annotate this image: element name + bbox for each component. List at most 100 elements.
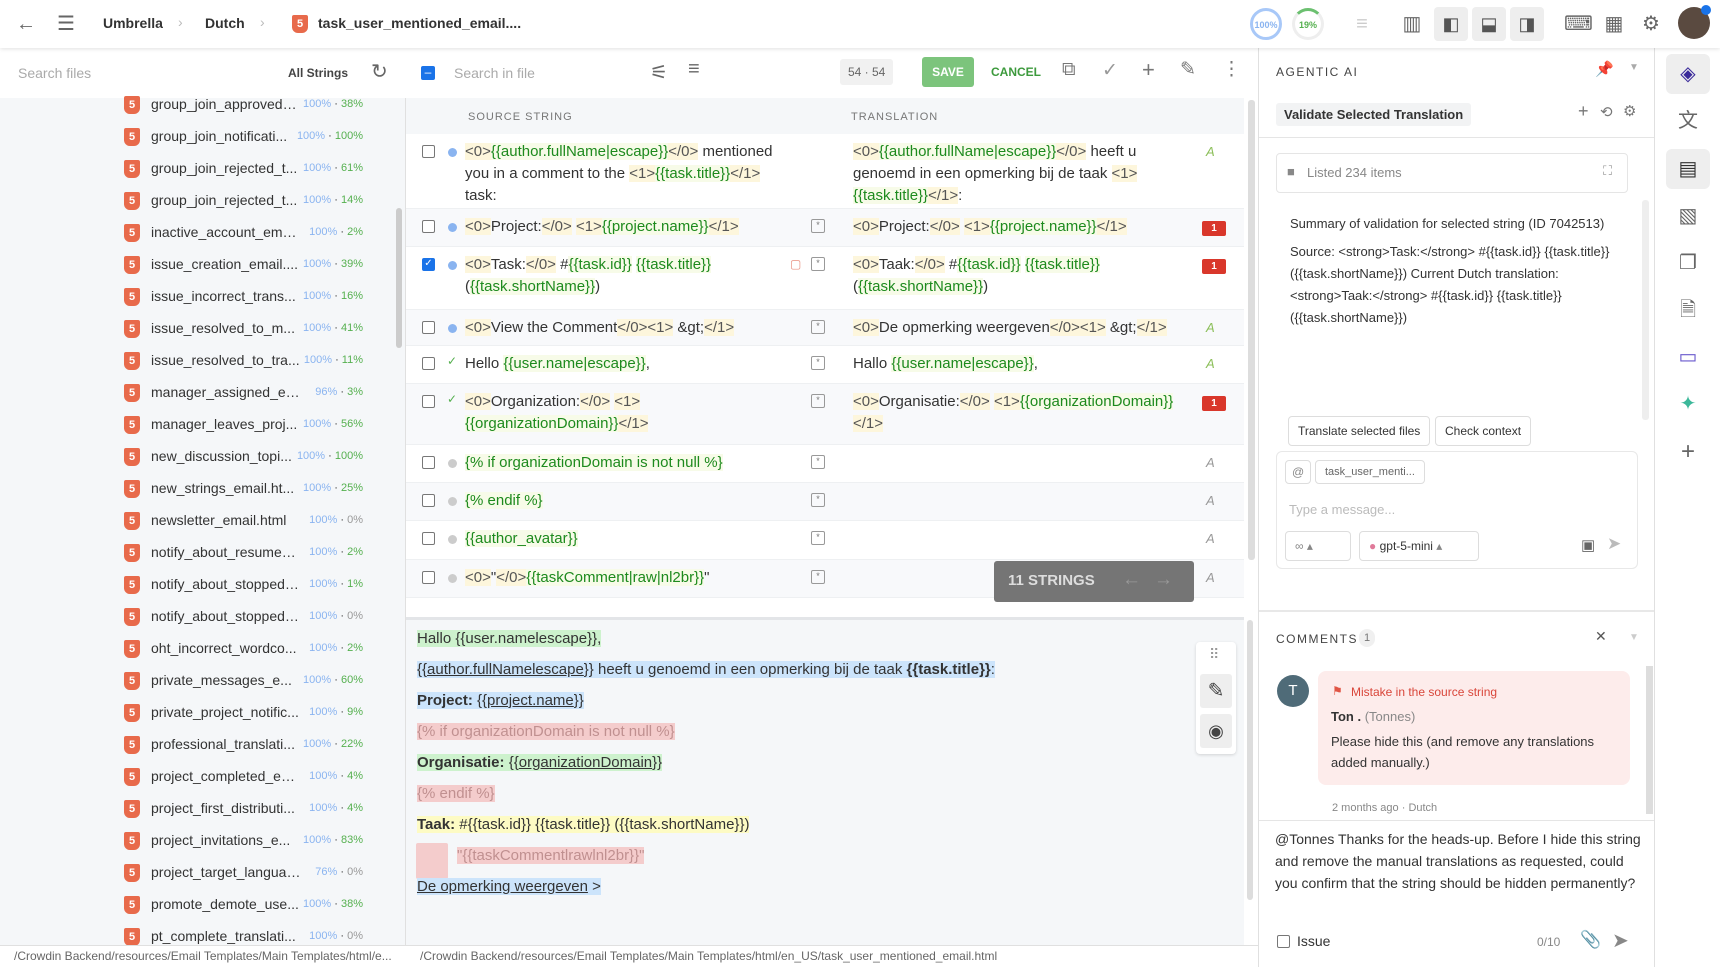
file-item[interactable]: 5 private_project_notific... 100% · 9%: [0, 698, 395, 730]
preview-line[interactable]: Taak: #{{task.id}} {{task.title}} ({{tas…: [416, 814, 750, 835]
source-string[interactable]: <0>Task:</0> #{{task.id}} {{task.title}}…: [465, 254, 780, 298]
session-title[interactable]: Validate Selected Translation: [1276, 103, 1472, 126]
row-checkbox[interactable]: [422, 220, 435, 233]
file-item[interactable]: 5 project_invitations_e... 100% · 83%: [0, 826, 395, 858]
preview-line[interactable]: {{author.fullNamelescape}} heeft u genoe…: [416, 659, 996, 680]
translation-string[interactable]: Hallo {{user.name|escape}},: [853, 353, 1183, 375]
comment-input[interactable]: @Tonnes Thanks for the heads-up. Before …: [1275, 831, 1641, 891]
file-item[interactable]: 5 new_discussion_topi... 100% · 100%: [0, 442, 395, 474]
breadcrumb-language[interactable]: Dutch: [205, 15, 245, 31]
scrollbar[interactable]: [1247, 620, 1253, 900]
translated-progress[interactable]: 100%: [1250, 8, 1282, 40]
source-string[interactable]: {{author_avatar}}: [465, 528, 780, 550]
edit-list-icon[interactable]: ≡: [1356, 13, 1368, 35]
translate-icon[interactable]: 文: [1678, 110, 1698, 132]
preview-line[interactable]: Project: {{project.name}}: [416, 690, 585, 711]
gear-icon[interactable]: ⚙: [1623, 103, 1637, 120]
attached-file-chip[interactable]: task_user_menti...: [1315, 460, 1425, 484]
source-string[interactable]: Hello {{user.name|escape}},: [465, 353, 780, 375]
edit-mode-icon[interactable]: ✎: [1200, 674, 1232, 708]
spellcheck-icon[interactable]: A: [1206, 356, 1215, 371]
source-string[interactable]: <0>"</0>{{taskComment|raw|nl2br}}": [465, 567, 780, 589]
scrollbar[interactable]: [1646, 666, 1653, 814]
context-icon[interactable]: *: [811, 320, 825, 334]
history-icon[interactable]: ⟲: [1600, 104, 1613, 121]
file-item[interactable]: 5 manager_assigned_em... 96% · 3%: [0, 378, 395, 410]
scrollbar[interactable]: [396, 208, 402, 348]
preview-line[interactable]: Organisatie: {{organizationDomain}}: [416, 752, 663, 773]
unpin-icon[interactable]: ✕: [1595, 628, 1607, 644]
file-item[interactable]: 5 oht_incorrect_wordco... 100% · 2%: [0, 634, 395, 666]
context-icon[interactable]: *: [811, 531, 825, 545]
file-item[interactable]: 5 professional_translati... 100% · 22%: [0, 730, 395, 762]
model-selector[interactable]: ● gpt-5-mini ▴: [1359, 531, 1479, 561]
row-checkbox[interactable]: [422, 395, 435, 408]
spellcheck-icon[interactable]: A: [1206, 320, 1215, 335]
preview-line[interactable]: "{{taskCommentlrawlnl2br}}": [416, 843, 645, 879]
string-row[interactable]: <0>Project:</0> <1>{{project.name}}</1> …: [406, 209, 1244, 247]
chevron-down-icon[interactable]: ▼: [1629, 62, 1639, 73]
next-arrow-icon[interactable]: →: [1154, 569, 1173, 590]
file-item[interactable]: 5 project_completed_em... 100% · 4%: [0, 762, 395, 794]
file-item[interactable]: 5 issue_resolved_to_m... 100% · 41%: [0, 314, 395, 346]
approved-progress[interactable]: 19%: [1292, 8, 1324, 40]
source-string[interactable]: <0>{{author.fullName|escape}}</0> mentio…: [465, 141, 780, 207]
file-item[interactable]: 5 notify_about_stopped_... 100% · 1%: [0, 570, 395, 602]
source-string[interactable]: {% if organizationDomain is not null %}: [465, 452, 780, 474]
comment-icon[interactable]: ▢: [790, 257, 802, 271]
breadcrumb-project[interactable]: Umbrella: [103, 15, 163, 31]
file-search-input[interactable]: Search files: [18, 65, 92, 81]
gear-icon[interactable]: ⚙: [1642, 13, 1660, 35]
preview-line[interactable]: De opmerking weergeven >: [416, 876, 602, 897]
scrollbar[interactable]: [1248, 100, 1255, 560]
string-row[interactable]: <0>View the Comment</0><1> &gt;</1> * <0…: [406, 310, 1244, 346]
preview-line[interactable]: {% endif %}: [416, 783, 496, 804]
file-item[interactable]: 5 inactive_account_ema... 100% · 2%: [0, 218, 395, 250]
layout-left-icon[interactable]: ◧: [1434, 7, 1468, 41]
strings-filter[interactable]: All Strings: [288, 66, 349, 80]
row-checkbox[interactable]: [422, 357, 435, 370]
spellcheck-icon[interactable]: A: [1206, 455, 1215, 470]
source-string[interactable]: <0>Organization:</0> <1> {{organizationDo…: [465, 391, 780, 435]
file-item[interactable]: 5 private_messages_e... 100% · 60%: [0, 666, 395, 698]
issue-badge[interactable]: 1: [1202, 259, 1226, 274]
file-item[interactable]: 5 promote_demote_use... 100% · 38%: [0, 890, 395, 922]
refresh-icon[interactable]: ↻: [371, 61, 388, 83]
file-item[interactable]: 5 issue_resolved_to_tra... 100% · 11%: [0, 346, 395, 378]
search-in-file-input[interactable]: Search in file: [454, 65, 535, 81]
row-checkbox[interactable]: [422, 321, 435, 334]
tm-library-icon[interactable]: ❐: [1679, 252, 1697, 274]
file-item[interactable]: 5 manager_leaves_proj... 100% · 56%: [0, 410, 395, 442]
string-row[interactable]: <0>{{author.fullName|escape}}</0> mentio…: [406, 134, 1244, 209]
row-checkbox[interactable]: [422, 494, 435, 507]
mention-button[interactable]: @: [1285, 460, 1312, 484]
translation-string[interactable]: <0>Organisatie:</0> <1>{{organizationDom…: [853, 391, 1183, 435]
pencil-icon[interactable]: ✎: [1180, 59, 1196, 80]
string-row[interactable]: {% endif %} * A: [406, 483, 1244, 521]
file-item[interactable]: 5 group_join_approved_... 100% · 38%: [0, 90, 395, 122]
approve-check-icon[interactable]: ✓: [1102, 60, 1118, 81]
row-checkbox[interactable]: [422, 571, 435, 584]
side-by-side-icon[interactable]: ▥: [1402, 13, 1422, 35]
row-checkbox[interactable]: ✓: [422, 258, 435, 271]
context-icon[interactable]: *: [811, 356, 825, 370]
send-comment-icon[interactable]: ➤: [1612, 930, 1629, 952]
source-string[interactable]: {% endif %}: [465, 490, 780, 512]
drag-handle-icon[interactable]: ⠿: [1209, 646, 1220, 662]
settings-sliders-icon[interactable]: ⚟: [650, 62, 668, 84]
menu-icon[interactable]: ☰: [57, 13, 75, 35]
filter-icon[interactable]: ≡: [688, 58, 700, 80]
file-item[interactable]: 5 newsletter_email.html 100% · 0%: [0, 506, 395, 538]
check-context-button[interactable]: Check context: [1435, 416, 1532, 446]
chevron-down-icon[interactable]: ▼: [1629, 632, 1639, 643]
add-icon[interactable]: +: [1142, 57, 1155, 82]
message-input[interactable]: Type a message...: [1289, 502, 1396, 517]
file-info-icon[interactable]: 🗎: [1679, 299, 1697, 321]
file-item[interactable]: 5 new_strings_email.ht... 100% · 25%: [0, 474, 395, 506]
issue-badge[interactable]: 1: [1202, 396, 1226, 411]
prev-arrow-icon[interactable]: ←: [1122, 569, 1141, 590]
string-row[interactable]: {% if organizationDomain is not null %} …: [406, 445, 1244, 483]
tool-result-card[interactable]: ■ Listed 234 items ⛶: [1276, 153, 1628, 193]
layout-right-icon[interactable]: ◨: [1510, 7, 1544, 41]
source-string[interactable]: <0>View the Comment</0><1> &gt;</1>: [465, 317, 780, 339]
